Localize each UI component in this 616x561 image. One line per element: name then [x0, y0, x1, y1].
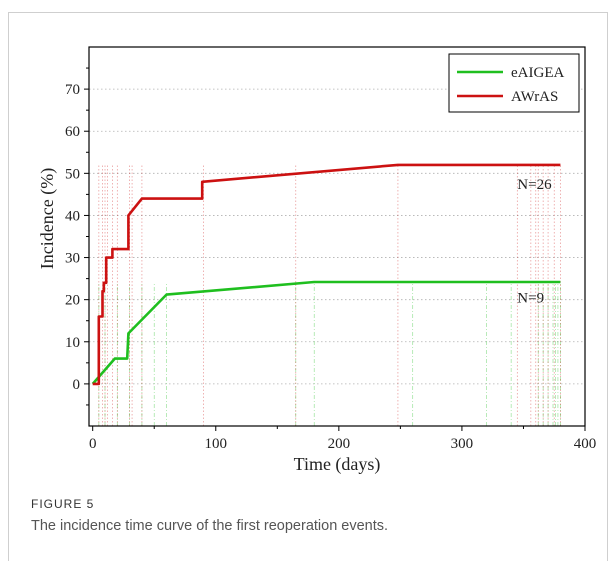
legend-label-eaigea: eAIGEA: [511, 65, 564, 81]
incidence-chart: 0 10 20 30 40 50 60 70 0 100 200 300 400 Time (days)…: [37, 46, 597, 475]
annotation-n-awras: N=26: [517, 177, 552, 193]
y-tick-label: 0: [73, 377, 81, 393]
x-tick-label: 200: [328, 436, 351, 452]
figure-card: 0 10 20 30 40 50 60 70 0 100 200 300 400 Time (days)…: [8, 12, 608, 561]
y-axis-label: Incidence (%): [37, 168, 58, 269]
y-tick-label: 10: [65, 335, 80, 351]
x-tick-label: 300: [451, 436, 474, 452]
figure-caption: The incidence time curve of the first re…: [31, 518, 389, 534]
y-tick-label: 70: [65, 82, 80, 98]
legend: eAIGEA AWrAS: [448, 53, 580, 113]
x-axis-label: Time (days): [294, 454, 381, 475]
series-line-eaigea: [91, 280, 561, 385]
annotation-n-eaigea: N=9: [517, 291, 544, 307]
x-tick-label: 0: [89, 436, 97, 452]
y-tick-label: 50: [65, 166, 80, 182]
figure-label: FIGURE 5: [31, 497, 95, 511]
y-tick-label: 30: [65, 251, 80, 267]
x-tick-label: 100: [205, 436, 228, 452]
y-tick-label: 20: [65, 293, 80, 309]
y-tick-label: 60: [65, 124, 80, 140]
x-tick-label: 400: [574, 436, 597, 452]
legend-box: [448, 53, 580, 113]
series-line-awras: [92, 163, 561, 386]
y-tick-label: 40: [65, 208, 80, 224]
legend-label-awras: AWrAS: [511, 89, 558, 105]
